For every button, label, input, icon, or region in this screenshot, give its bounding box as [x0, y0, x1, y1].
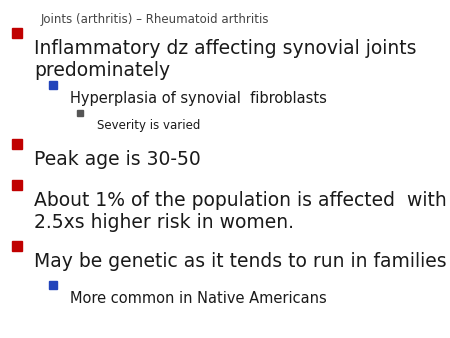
Text: More common in Native Americans: More common in Native Americans [70, 291, 327, 306]
Text: About 1% of the population is affected  with a
2.5xs higher risk in women.: About 1% of the population is affected w… [34, 191, 450, 232]
Text: Peak age is 30-50: Peak age is 30-50 [34, 150, 201, 169]
Text: Inflammatory dz affecting synovial joints
predominately: Inflammatory dz affecting synovial joint… [34, 39, 416, 80]
Text: Hyperplasia of synovial  fibroblasts: Hyperplasia of synovial fibroblasts [70, 91, 327, 106]
Text: Joints (arthritis) – Rheumatoid arthritis: Joints (arthritis) – Rheumatoid arthriti… [40, 13, 269, 26]
Text: May be genetic as it tends to run in families: May be genetic as it tends to run in fam… [34, 252, 446, 271]
Text: Severity is varied: Severity is varied [97, 119, 200, 132]
